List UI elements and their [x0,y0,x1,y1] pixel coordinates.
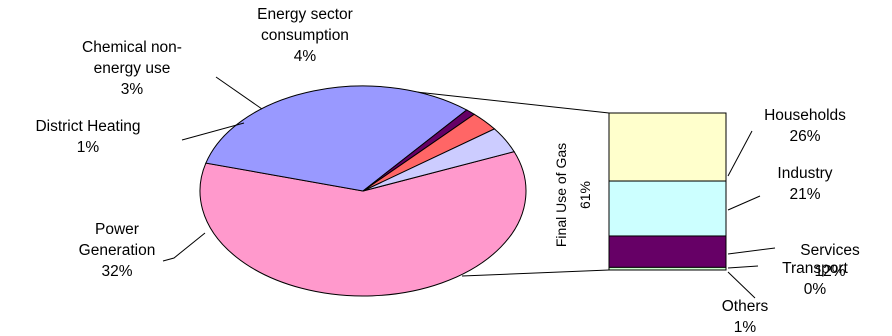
label-final-use-of-gas: Final Use of Gas 61% [553,143,593,247]
bar-segment-services [608,235,727,268]
bar-segment-others [608,266,727,271]
label-leader-lines [162,76,776,299]
bar-segment-households [608,112,727,182]
label-district-heating: District Heating 1% [35,118,140,156]
leader-power-generation [162,232,206,262]
leader-district-heating [181,122,245,141]
label-power-generation: Power Generation 32% [79,221,156,280]
svg-text:Final Use of Gas: Final Use of Gas [553,143,569,247]
leader-industry [727,195,761,211]
pie-to-bar-connectors [397,89,610,277]
bar-segment-industry [608,180,727,237]
label-others: Others 1% [722,298,769,336]
pie-chart [199,85,527,297]
data-labels: Final Use of Gas 61% Power Generation 32% Dis… [35,6,860,336]
connector-line-top [397,89,610,114]
label-energy-sector-consumption: Energy sector consumption 4% [257,6,353,65]
leader-transport [727,265,759,269]
leader-others [727,271,756,299]
svg-text:61%: 61% [577,181,593,209]
pie-slice-energy-sector-consumption [362,128,515,192]
leader-chemical-non-energy-use [215,76,263,110]
connector-line-bottom [461,269,610,277]
pie-slice-power-generation [205,85,468,192]
label-services: Services 12% [800,242,860,280]
stacked-bar [608,112,727,271]
label-transport: Transport 0% [782,260,848,298]
leader-households [727,130,753,177]
leader-services [727,247,776,255]
label-chemical-non-energy-use: Chemical non-energy use 3% [82,39,182,98]
label-households: Households 26% [764,107,846,145]
label-industry: Industry 21% [777,165,832,203]
pie-slice-final-use-of-gas [199,151,527,297]
